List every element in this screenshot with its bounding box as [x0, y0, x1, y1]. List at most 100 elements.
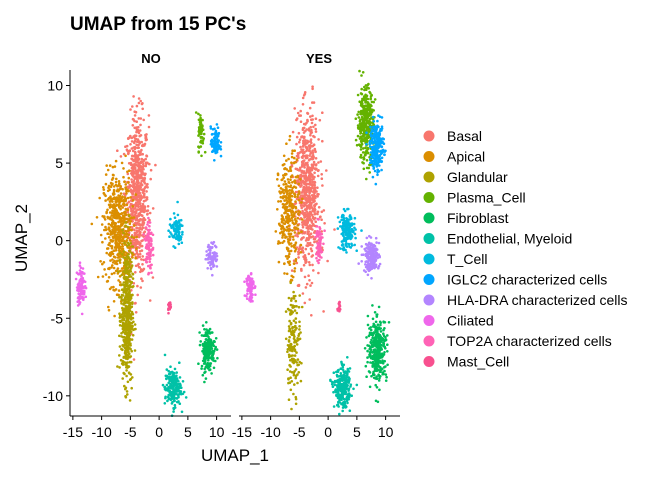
data-point — [130, 136, 134, 140]
data-point — [113, 271, 116, 275]
data-point — [116, 365, 119, 368]
data-point — [127, 350, 130, 353]
data-point — [127, 296, 130, 299]
data-point — [112, 266, 116, 270]
data-point — [345, 374, 349, 377]
data-point — [136, 169, 139, 173]
data-point — [293, 217, 297, 221]
data-point — [117, 225, 121, 228]
data-point — [142, 195, 146, 198]
data-point — [114, 222, 117, 225]
data-point — [310, 281, 314, 285]
data-point — [208, 251, 212, 255]
data-point — [336, 370, 340, 374]
data-point — [369, 356, 373, 360]
data-point — [300, 230, 303, 234]
data-point — [342, 218, 345, 221]
data-point — [300, 175, 303, 178]
data-point — [130, 157, 134, 161]
data-point — [103, 268, 106, 271]
data-point — [133, 221, 137, 225]
data-point — [321, 139, 324, 143]
data-point — [134, 193, 138, 196]
data-point — [376, 350, 380, 354]
data-point — [293, 383, 296, 386]
data-point — [107, 305, 110, 309]
data-point — [370, 104, 373, 108]
data-point — [172, 245, 175, 248]
data-point — [138, 134, 141, 138]
data-point — [302, 189, 305, 192]
data-point — [141, 239, 144, 242]
data-point — [117, 289, 121, 292]
data-point — [127, 255, 130, 259]
data-point — [305, 206, 309, 210]
data-point — [311, 180, 315, 184]
data-point — [292, 238, 295, 241]
data-point — [172, 212, 176, 215]
data-point — [131, 245, 134, 248]
data-point — [282, 183, 286, 186]
data-point — [102, 261, 106, 264]
data-point — [111, 261, 115, 264]
data-point — [314, 123, 317, 127]
data-point — [314, 164, 318, 167]
data-point — [303, 163, 307, 167]
data-point — [109, 253, 113, 256]
data-point — [211, 150, 214, 153]
data-point — [316, 212, 319, 216]
data-point — [213, 144, 216, 147]
data-point — [113, 314, 116, 318]
data-point — [129, 280, 132, 284]
data-point — [297, 210, 301, 213]
data-point — [300, 305, 304, 309]
data-point — [163, 402, 167, 405]
data-point — [137, 208, 141, 211]
data-point — [293, 348, 297, 352]
data-point — [170, 402, 174, 405]
data-point — [173, 367, 177, 371]
data-point — [148, 299, 152, 302]
data-point — [134, 271, 137, 274]
data-point — [312, 183, 316, 186]
data-point — [367, 344, 371, 348]
data-point — [296, 358, 300, 361]
data-point — [382, 353, 386, 356]
data-point — [320, 210, 324, 214]
data-point — [288, 381, 292, 385]
data-point — [121, 377, 124, 380]
data-point — [115, 177, 118, 181]
data-point — [348, 245, 351, 249]
data-point — [291, 229, 294, 232]
data-point — [288, 349, 292, 352]
data-point — [125, 271, 129, 274]
data-point — [303, 231, 307, 234]
data-point — [175, 371, 178, 374]
data-point — [147, 245, 150, 248]
data-point — [335, 373, 339, 377]
data-point — [342, 405, 346, 409]
data-point — [126, 241, 130, 245]
data-point — [301, 145, 305, 148]
data-point — [379, 321, 383, 325]
data-point — [201, 118, 204, 122]
data-point — [311, 254, 315, 257]
data-point — [299, 109, 303, 113]
data-point — [126, 318, 129, 321]
data-point — [139, 204, 143, 208]
data-point — [346, 356, 349, 359]
data-point — [282, 222, 286, 225]
data-point — [303, 275, 307, 279]
data-point — [312, 101, 316, 104]
data-point — [214, 131, 218, 135]
data-point — [129, 188, 133, 191]
data-point — [127, 338, 130, 342]
data-point — [289, 228, 292, 232]
data-point — [368, 114, 371, 117]
data-point — [304, 188, 308, 192]
data-point — [338, 374, 342, 378]
data-point — [294, 259, 298, 263]
data-point — [130, 226, 134, 229]
data-point — [313, 224, 316, 228]
data-point — [150, 271, 153, 275]
